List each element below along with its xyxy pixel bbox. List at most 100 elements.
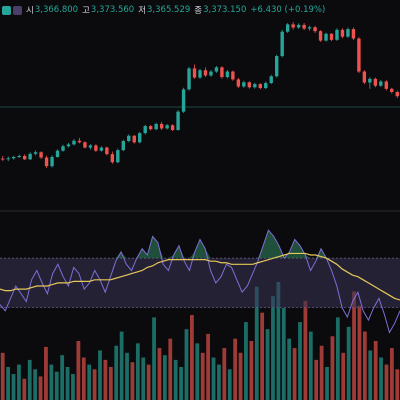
candle-body <box>318 31 323 41</box>
volume-bar <box>22 378 27 400</box>
volume-bar <box>168 338 173 400</box>
volume-bar <box>195 343 200 400</box>
volume-bar <box>60 355 65 400</box>
candle-body <box>187 68 191 90</box>
volume-bar <box>357 305 362 400</box>
overbought-fill <box>0 230 400 259</box>
volume-bar <box>287 338 292 400</box>
candle-body <box>66 144 71 147</box>
volume-bar <box>319 345 324 400</box>
candle-body <box>138 133 142 143</box>
volume-bar <box>222 348 227 400</box>
candle-body <box>143 126 147 134</box>
candle-body <box>116 150 120 163</box>
candle-body <box>269 76 273 84</box>
volume-bar <box>271 296 275 400</box>
change-value: +6.430 (+0.19%) <box>250 5 326 15</box>
candle-body <box>50 156 54 167</box>
volume-bar <box>141 357 146 400</box>
volume-bar <box>368 350 373 400</box>
volume-bar <box>325 366 329 400</box>
volume-bar <box>98 350 102 400</box>
candle-body <box>72 140 76 145</box>
open-label: 시 <box>26 6 34 16</box>
volume-bar <box>103 359 108 400</box>
candle-body <box>127 135 131 142</box>
candle-body <box>379 81 383 86</box>
candle-body <box>6 158 10 160</box>
volume-bar <box>0 352 5 400</box>
volume-bar <box>217 364 221 400</box>
candle-body <box>258 84 262 89</box>
candle-body <box>253 84 257 88</box>
candle-body <box>329 33 334 40</box>
candle-body <box>242 82 246 87</box>
candle-body <box>384 81 388 89</box>
candle-body <box>351 29 356 39</box>
candle-body <box>1 158 5 160</box>
oscillator-ma-line <box>0 252 400 301</box>
low-label: 저 <box>138 6 147 16</box>
candle-body <box>373 78 378 86</box>
candle-body <box>214 67 219 72</box>
volume-bar <box>114 345 119 400</box>
candle-body <box>181 89 186 112</box>
volume-bar <box>249 341 254 400</box>
candle-body <box>280 31 284 57</box>
volume-bar <box>335 317 340 400</box>
candle-body <box>165 125 169 129</box>
volume-bar <box>125 352 129 400</box>
volume-bar <box>390 348 394 400</box>
candle-body <box>44 157 49 167</box>
volume-bar <box>173 359 178 400</box>
candle-body <box>39 152 43 158</box>
volume-bar <box>179 366 183 400</box>
candle-body <box>291 24 295 28</box>
candle-body <box>192 68 197 78</box>
close-label: 종 <box>194 6 203 16</box>
candle-body <box>390 88 394 92</box>
candle-body <box>176 111 180 130</box>
volume-bar <box>81 357 86 400</box>
volume-bar <box>87 364 92 400</box>
volume-bar <box>157 348 162 400</box>
candle-body <box>33 152 38 154</box>
volume-bar <box>227 369 232 400</box>
volume-bar <box>11 374 16 400</box>
candle-body <box>110 154 115 163</box>
menu-icon[interactable] <box>13 5 22 15</box>
volume-bar <box>119 331 124 400</box>
volume-bar <box>38 376 43 400</box>
volume-bar <box>238 352 243 400</box>
candle-body <box>148 126 153 130</box>
volume-bar <box>190 315 194 400</box>
volume-bar <box>303 300 308 400</box>
volume-bar <box>152 317 156 400</box>
candle-body <box>264 83 268 89</box>
candle-body <box>12 156 16 159</box>
volume-bar <box>146 364 151 400</box>
candle-body <box>77 140 82 143</box>
candle-body <box>159 123 164 129</box>
series-color-icon[interactable] <box>2 5 11 15</box>
candle-body <box>307 27 312 29</box>
candle-body <box>121 141 125 151</box>
volume-bar <box>130 362 135 400</box>
candle-body <box>220 67 224 78</box>
candle-body <box>340 29 345 37</box>
candle-body <box>55 150 60 157</box>
candle-body <box>362 71 367 83</box>
candle-body <box>236 79 241 87</box>
candle-body <box>335 29 339 40</box>
close-value: 3,373.150 <box>203 5 247 15</box>
volume-bar <box>184 329 189 400</box>
candle-body <box>198 70 202 78</box>
candle-body <box>88 145 93 148</box>
candle-body <box>94 145 98 151</box>
volume-bar <box>44 346 48 400</box>
volume-bar <box>92 369 97 400</box>
volume-bar <box>395 369 400 400</box>
volume-bar <box>373 341 378 400</box>
candle-body <box>105 147 109 155</box>
